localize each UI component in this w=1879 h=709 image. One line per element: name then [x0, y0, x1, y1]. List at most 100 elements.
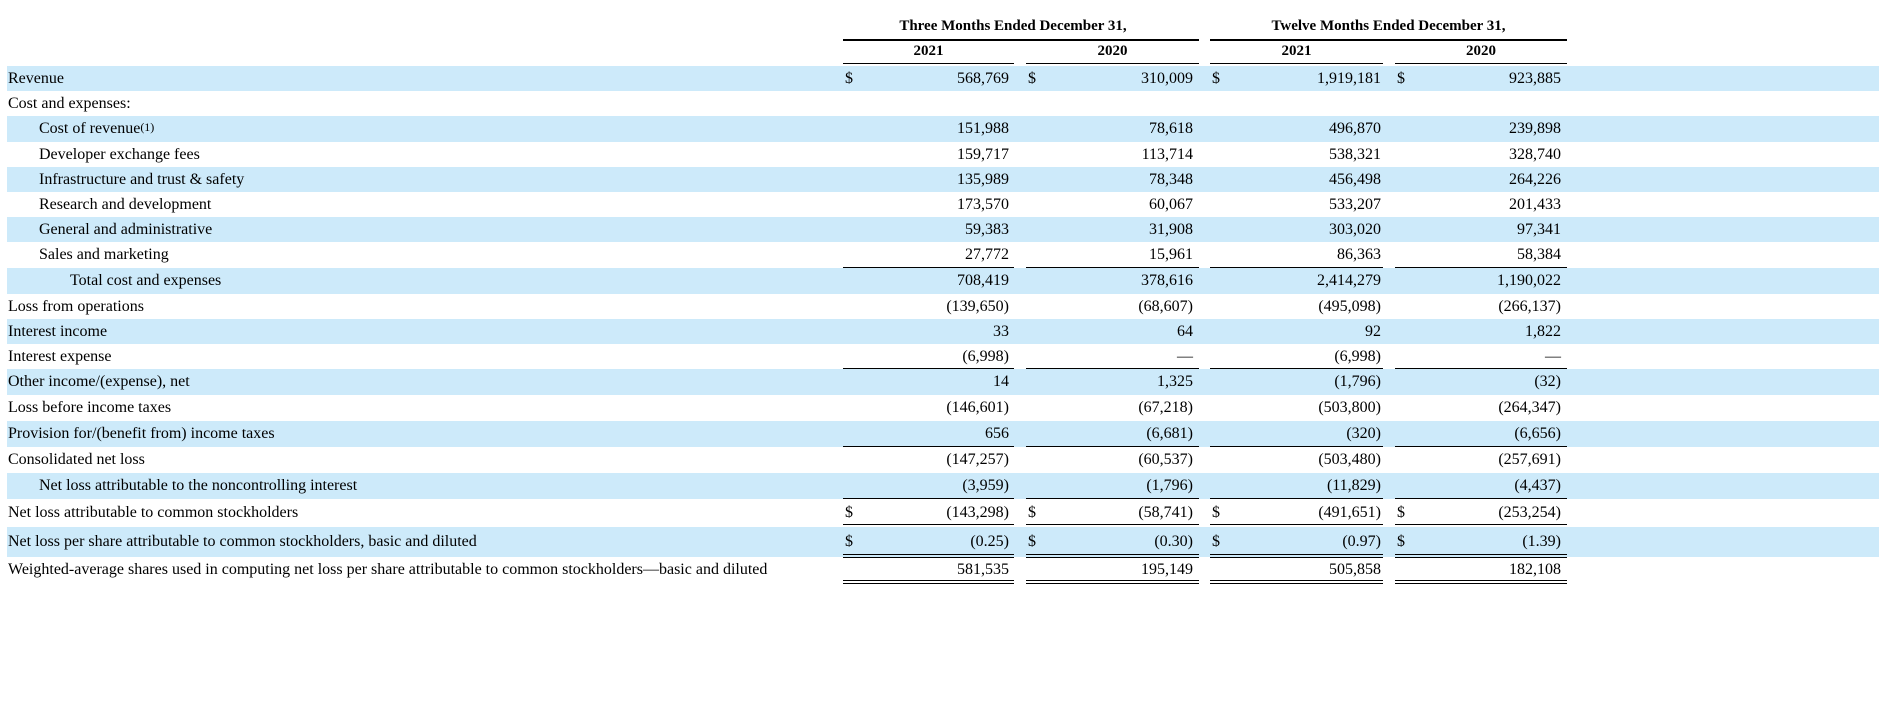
- double-underline: [1395, 580, 1567, 584]
- value-cell: [1395, 91, 1561, 116]
- row-label-text: General and administrative: [39, 220, 213, 238]
- value-cell: (495,098): [1318, 297, 1381, 315]
- value-cell: 33: [993, 322, 1009, 340]
- row-label-text: Research and development: [39, 195, 212, 213]
- value-cell: 568,769: [957, 69, 1009, 87]
- double-underline: [1026, 554, 1199, 558]
- value-cell: 173,570: [957, 195, 1009, 213]
- value-cell: (6,998): [962, 347, 1009, 365]
- value-cell: 239,898: [1509, 120, 1561, 137]
- value-cell: (0.97): [1342, 533, 1381, 550]
- table-row: Loss from operations (139,650) (68,607) (49…: [7, 294, 1879, 319]
- value-cell: 159,717: [957, 145, 1009, 163]
- table-row: Provision for/(benefit from) income taxe…: [7, 421, 1879, 447]
- currency-symbol: $: [1397, 69, 1405, 87]
- value-cell: 31,908: [1149, 220, 1193, 238]
- table-row: Developer exchange fees 159,717 113,714 538…: [7, 142, 1879, 167]
- row-label: Loss from operations: [8, 294, 144, 319]
- underline: [1210, 446, 1383, 447]
- row-label: Interest expense: [8, 344, 112, 369]
- row-label-text: Revenue: [8, 69, 64, 87]
- value-cell: 505,858: [1329, 561, 1381, 578]
- value-cell: [1210, 91, 1381, 116]
- underline: [1026, 446, 1199, 447]
- double-underline: [1210, 580, 1383, 584]
- value-cell: (11,829): [1326, 477, 1381, 494]
- underline: [1395, 446, 1567, 447]
- value-cell: 135,989: [957, 170, 1009, 188]
- currency-symbol: $: [845, 504, 853, 521]
- row-label-text: Interest expense: [8, 347, 112, 365]
- value-cell: 1,190,022: [1497, 272, 1561, 289]
- double-underline: [843, 580, 1014, 584]
- value-cell: (491,651): [1318, 504, 1381, 521]
- row-label-text: Loss from operations: [8, 297, 144, 315]
- year-rule-col3: [1210, 63, 1383, 64]
- underline: [843, 267, 1014, 268]
- row-label: Net loss attributable to common stockhol…: [8, 499, 298, 527]
- table-row: Infrastructure and trust & safety 135,989…: [7, 167, 1879, 192]
- table-row: Sales and marketing 27,772 15,961 86,363 58,…: [7, 242, 1879, 268]
- value-cell: 78,348: [1149, 170, 1193, 188]
- underline: [1026, 267, 1199, 268]
- underline: [1395, 267, 1567, 268]
- currency-symbol: $: [1028, 504, 1036, 521]
- currency-symbol: $: [1212, 533, 1220, 550]
- header-year-col2: 2020: [1097, 43, 1128, 59]
- value-cell: (143,298): [946, 504, 1009, 521]
- value-cell: 496,870: [1329, 120, 1381, 137]
- value-cell: 533,207: [1329, 195, 1381, 213]
- row-label-text: Net loss attributable to the noncontroll…: [39, 477, 358, 494]
- row-label-text: Net loss attributable to common stockhol…: [8, 504, 299, 521]
- value-cell: (32): [1534, 373, 1561, 390]
- value-cell: (4,437): [1514, 477, 1561, 494]
- header-three-months: Three Months Ended December 31,: [899, 18, 1127, 34]
- currency-symbol: $: [845, 533, 853, 550]
- value-cell: 151,988: [957, 120, 1009, 137]
- table-row: Cost of revenue (1) 151,988 78,618 496,870 23…: [7, 116, 1879, 142]
- value-cell: (3,959): [962, 477, 1009, 494]
- value-cell: 708,419: [957, 272, 1009, 289]
- row-label-text: Sales and marketing: [39, 246, 169, 263]
- header-twelve-months: Twelve Months Ended December 31,: [1271, 18, 1506, 34]
- double-underline: [1210, 554, 1383, 558]
- value-cell: 27,772: [965, 246, 1009, 263]
- double-underline: [843, 554, 1014, 558]
- value-cell: 182,108: [1509, 561, 1561, 578]
- value-cell: 14: [993, 373, 1009, 390]
- value-cell: (1,796): [1334, 373, 1381, 390]
- currency-symbol: $: [1028, 69, 1036, 87]
- value-cell: (60,537): [1138, 451, 1193, 468]
- value-cell: (67,218): [1138, 399, 1193, 416]
- currency-symbol: $: [1397, 504, 1405, 521]
- row-label-text: Developer exchange fees: [39, 145, 200, 163]
- year-rule-col2: [1026, 63, 1199, 64]
- value-cell: (6,656): [1514, 425, 1561, 442]
- row-label-text: Total cost and expenses: [70, 272, 222, 289]
- row-label-text: Provision for/(benefit from) income taxe…: [8, 425, 275, 442]
- value-cell: (1,796): [1146, 477, 1193, 494]
- value-cell: (58,741): [1138, 504, 1193, 521]
- value-cell: 201,433: [1509, 195, 1561, 213]
- underline: [1210, 498, 1383, 499]
- value-cell: 1,822: [1525, 322, 1561, 340]
- row-label: General and administrative: [39, 217, 212, 242]
- year-rule-col4: [1395, 63, 1567, 64]
- value-cell: 59,383: [965, 220, 1009, 238]
- table-row: Total cost and expenses 708,419 378,616 2,4…: [7, 268, 1879, 294]
- currency-symbol: $: [1212, 504, 1220, 521]
- value-cell: (0.30): [1154, 533, 1193, 550]
- value-cell: —: [1177, 347, 1193, 365]
- double-underline: [1026, 580, 1199, 584]
- table-row: Cost and expenses:: [7, 91, 1879, 116]
- value-cell: 1,325: [1157, 373, 1193, 390]
- value-cell: (6,998): [1334, 347, 1381, 365]
- row-label: Cost of revenue (1): [39, 116, 154, 142]
- table-row: Research and development 173,570 60,067 533…: [7, 192, 1879, 217]
- underline: [1210, 267, 1383, 268]
- value-cell: (6,681): [1146, 425, 1193, 442]
- table-row: Interest income 33 64 92 1,822: [7, 319, 1879, 344]
- header-rule-three-months: [843, 39, 1199, 41]
- table-row: Net loss per share attributable to commo…: [7, 527, 1879, 557]
- row-label: Provision for/(benefit from) income taxe…: [8, 421, 275, 447]
